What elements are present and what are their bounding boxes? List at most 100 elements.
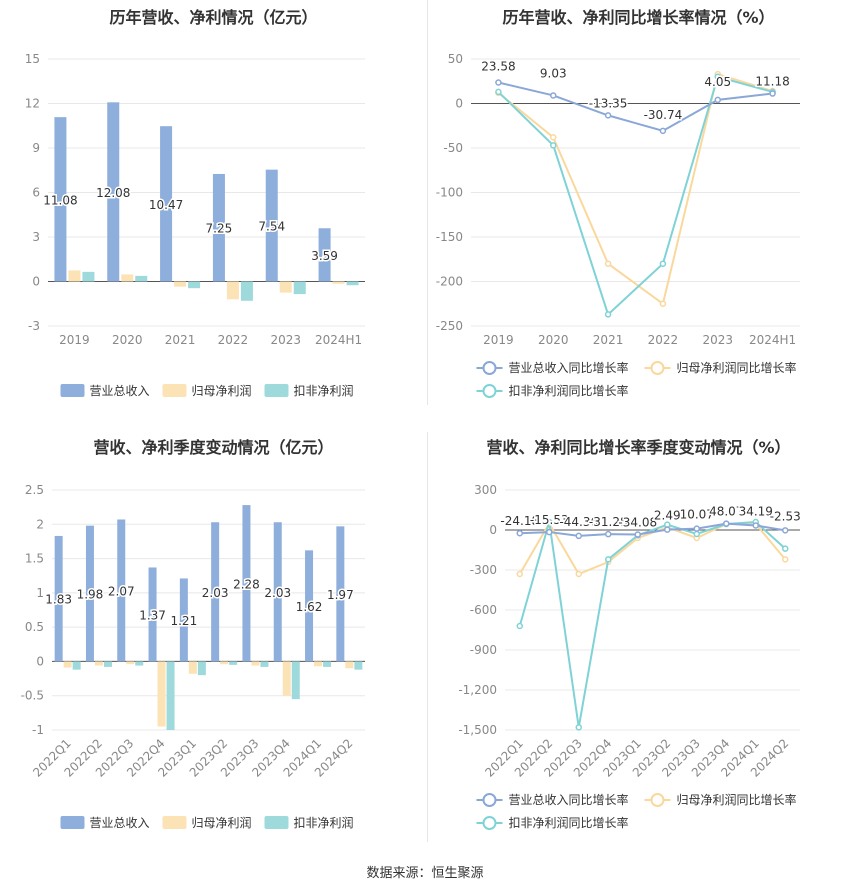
y-tick-label: 0 [455,97,463,111]
data-point [693,530,700,538]
chart-title: 历年营收、净利同比增长率情况（%） [502,8,775,27]
bar-revenue [85,525,94,662]
bar-net-profit [282,661,291,696]
data-point [516,570,523,578]
bar-net-profit [220,661,229,665]
y-tick-label: -50 [443,141,463,155]
bar-net-profit [314,661,323,667]
legend-label: 扣非净利润 [294,816,354,830]
data-point [782,527,789,534]
data-point [546,518,553,526]
data-label: 2.07 [108,584,135,598]
y-tick-label: 0.5 [25,620,44,634]
data-point [495,88,502,96]
legend-label: 归母净利润同比增长率 [677,792,797,807]
data-point [546,528,553,536]
legend-marker [482,384,497,398]
data-label: 1.62 [296,600,323,614]
series-line-deducted-profit [497,75,773,317]
legend-label: 营业总收入同比增长率 [509,360,629,375]
y-tick-label: 3 [32,230,40,244]
data-point [495,79,502,86]
bar-revenue [148,567,157,662]
data-label: 3.59 [311,249,338,263]
bar-net-profit [157,661,166,727]
legend-marker [650,793,665,807]
annual-growth-rate-chart: 历年营收、净利同比增长率情况（%） 50 0 -50 -100 -150 -200 -250… [427,0,850,410]
bar-deducted-profit [135,661,144,666]
data-point [604,311,612,318]
data-label: 1.37 [139,608,166,622]
x-tick-label: 2024H1 [749,333,796,347]
data-label: 12.08 [96,186,130,200]
bar-deducted-profit [103,661,112,667]
legend-label: 营业总收入 [90,816,150,830]
data-label: -2.53 [770,509,801,523]
chart-canvas: 15 12 9 6 3 0 -3 11.08 12.08 10.47 7.25 7.54 3.59 201… [25,52,365,398]
bar-revenue [107,102,120,282]
x-tick-label: 2021 [165,333,196,347]
legend-label: 扣非净利润 [294,384,354,398]
bar-revenue [117,519,126,662]
y-tick-label: 0 [36,654,44,668]
y-tick-label: 300 [474,483,497,497]
bar-deducted-profit [260,661,269,667]
legend-marker [482,361,497,375]
data-point [752,522,759,529]
y-tick-label: -300 [470,563,497,577]
chart-canvas: 50 0 -50 -100 -150 -200 -250 23.58 9.03 -13.35 -30… [436,52,800,398]
bar-revenue [273,522,282,662]
bar-deducted-profit [72,661,81,670]
series-line-deducted-profit [518,520,786,728]
y-tick-label: -1 [32,723,44,737]
data-label: 9.03 [540,66,567,80]
vertical-divider-top [427,0,428,405]
bar-net-profit [279,281,292,293]
legend-swatch [60,384,85,397]
data-point [659,260,667,267]
data-point [575,724,582,731]
data-label: 1.98 [77,588,104,602]
data-label: 4.05 [704,75,731,89]
data-label: 48.07 [709,505,743,519]
data-point [693,525,700,532]
bar-revenue [305,550,314,662]
data-label: 2.03 [264,586,291,600]
x-tick-label: 2019 [59,333,90,347]
legend-marker [482,793,497,807]
data-label: 7.25 [206,222,233,236]
data-label: -24.18 [500,514,539,528]
data-point [659,300,667,307]
bar-deducted-profit [166,661,175,730]
annual-revenue-profit-chart: 历年营收、净利情况（亿元） 15 12 9 6 3 0 -3 11.08 12.08 10.47 7… [0,0,427,410]
legend-swatch [162,384,187,397]
y-tick-label: -3 [28,319,40,333]
series-line-revenue [519,522,786,537]
data-label: 2.28 [233,577,260,591]
x-tick-label: 2023 [702,333,733,347]
bar-revenue [336,526,345,662]
bar-revenue [265,169,278,282]
data-label: 2.03 [202,586,229,600]
data-label: 10.47 [149,198,183,212]
data-point [605,530,612,538]
y-tick-label: 2 [36,517,44,531]
data-label: 11.08 [43,193,77,207]
legend-swatch [60,816,85,829]
chart-title: 营收、净利季度变动情况（亿元） [93,438,334,457]
bar-deducted-profit [188,281,201,289]
data-point [782,556,789,563]
y-tick-label: 2.5 [25,483,44,497]
bar-deducted-profit [354,661,363,670]
data-point [782,545,789,552]
data-label: 10.07 [680,508,714,522]
y-tick-label: -100 [436,186,463,200]
y-tick-label: 9 [32,141,40,155]
data-label: 11.18 [755,75,789,89]
data-label: -44.36 [559,515,598,529]
y-tick-label: 12 [25,97,40,111]
vertical-divider-bottom [427,432,428,842]
data-source-footer: 数据来源：恒生聚源 [366,866,484,881]
bar-revenue [211,522,220,662]
y-tick-label: -0.5 [21,689,44,703]
